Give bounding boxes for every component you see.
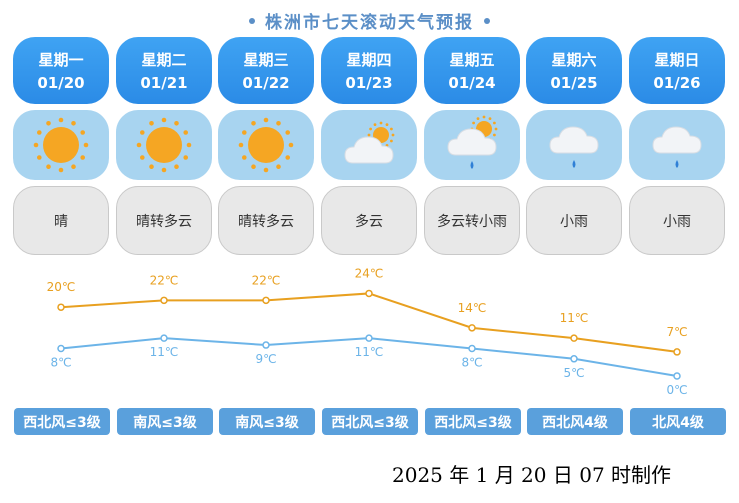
day-header-4: 星期四 01/23 [321, 37, 417, 104]
rain-icon [652, 126, 702, 168]
wind-label-5: 西北风≤3级 [425, 408, 521, 435]
weather-icon-box-1 [13, 110, 109, 180]
page-title: 株洲市七天滚动天气预报 [0, 8, 739, 33]
weather-desc-1: 晴 [13, 186, 109, 255]
weather-icon-box-3 [218, 110, 314, 180]
date-label: 01/22 [242, 74, 290, 92]
rain-icon [549, 126, 599, 168]
data-point [673, 372, 681, 380]
data-point [160, 296, 168, 305]
data-point [570, 334, 578, 342]
wind-label-4: 西北风≤3级 [322, 408, 418, 435]
day-header-6: 星期六 01/25 [526, 37, 622, 104]
data-point [262, 296, 270, 305]
sun-cloud-rain-icon [447, 115, 498, 169]
data-point [570, 355, 578, 363]
date-label: 01/20 [37, 74, 85, 92]
weather-desc-3: 晴转多云 [218, 186, 314, 255]
weekday-label: 星期六 [551, 51, 597, 69]
wind-label-2: 南风≤3级 [117, 408, 213, 435]
weekday-label: 星期二 [141, 51, 187, 69]
data-point [468, 344, 476, 353]
data-label: 7℃ [666, 325, 687, 339]
wind-label-7: 北风4级 [630, 408, 726, 435]
footer-timestamp: 2025 年 1 月 20 日 07 时制作 [392, 463, 672, 487]
date-label: 01/24 [448, 74, 496, 92]
date-label: 01/23 [345, 74, 393, 92]
sun-icon [136, 117, 192, 173]
data-label: 0℃ [666, 383, 687, 397]
date-label: 01/25 [550, 74, 598, 92]
title-dot-right [484, 18, 490, 24]
data-label: 5℃ [563, 366, 584, 380]
data-point [468, 324, 476, 332]
wind-label-3: 南风≤3级 [219, 408, 315, 435]
title-text: 株洲市七天滚动天气预报 [265, 13, 474, 33]
wind-label-6: 西北风4级 [527, 408, 623, 435]
data-label: 22℃ [150, 273, 179, 287]
data-point [262, 341, 270, 349]
data-label: 24℃ [355, 266, 384, 280]
data-label: 9℃ [255, 352, 276, 366]
weekday-label: 星期四 [346, 51, 392, 69]
data-point [57, 303, 65, 311]
wind-label-1: 西北风≤3级 [14, 408, 110, 435]
data-point [365, 289, 373, 298]
data-label: 8℃ [50, 355, 71, 369]
data-point [160, 334, 168, 342]
weather-icon-box-2 [116, 110, 212, 180]
weekday-label: 星期五 [449, 51, 495, 69]
weather-icon-box-4 [321, 110, 417, 180]
data-label: 14℃ [458, 301, 487, 315]
weather-desc-2: 晴转多云 [116, 186, 212, 255]
weather-desc-5: 多云转小雨 [424, 186, 520, 255]
sun-icon [33, 117, 89, 173]
weather-icon-box-6 [526, 110, 622, 180]
title-dot-left [249, 18, 255, 24]
data-label: 8℃ [461, 355, 482, 369]
weather-desc-6: 小雨 [526, 186, 622, 255]
day-header-1: 星期一 01/20 [13, 37, 109, 104]
data-label: 11℃ [560, 311, 589, 325]
weekday-label: 星期日 [654, 51, 700, 69]
weather-desc-4: 多云 [321, 186, 417, 255]
day-header-3: 星期三 01/22 [218, 37, 314, 104]
partly-cloudy-icon [344, 121, 395, 164]
temperature-chart: 20℃ 22℃ 22℃ 24℃ 14℃ 11℃ 7℃ 8℃ 11℃ 9℃ 11℃ 8℃ 5℃ 0℃ [47, 266, 688, 397]
weather-desc-7: 小雨 [629, 186, 725, 255]
sun-icon [238, 117, 294, 173]
data-point [57, 344, 65, 353]
date-label: 01/21 [140, 74, 188, 92]
data-point [365, 334, 373, 342]
data-label: 20℃ [47, 280, 76, 294]
day-header-2: 星期二 01/21 [116, 37, 212, 104]
weekday-label: 星期三 [243, 51, 289, 69]
data-point [673, 348, 681, 356]
day-header-5: 星期五 01/24 [424, 37, 520, 104]
data-label: 11℃ [150, 345, 179, 359]
weather-icon-box-5 [424, 110, 520, 180]
data-label: 11℃ [355, 345, 384, 359]
data-label: 22℃ [252, 273, 281, 287]
weather-icon-box-7 [629, 110, 725, 180]
day-header-7: 星期日 01/26 [629, 37, 725, 104]
date-label: 01/26 [653, 74, 701, 92]
weekday-label: 星期一 [38, 51, 84, 69]
